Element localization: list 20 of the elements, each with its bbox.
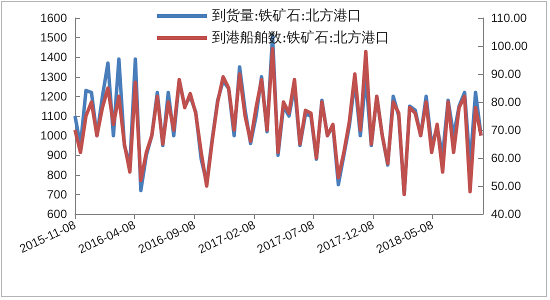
y2-tick-label: 90.00: [491, 67, 522, 81]
y-tick-label: 1000: [40, 128, 68, 143]
y-tick-label: 1100: [41, 109, 68, 123]
y-tick-label: 800: [46, 168, 68, 182]
y-tick-label: 1600: [40, 11, 68, 25]
y-tick-label: 900: [46, 148, 68, 162]
y2-tick-label: 60.00: [491, 151, 522, 165]
y2-tick-label: 50.00: [491, 179, 522, 193]
legend-label: 到货量:铁矿石:北方港口: [212, 8, 362, 24]
y2-tick-label: 80.00: [491, 95, 522, 109]
y-tick-label: 1400: [40, 50, 68, 64]
y2-tick-label: 100.00: [491, 39, 528, 53]
y2-tick-label: 110.00: [491, 11, 528, 25]
y-tick-label: 1200: [40, 89, 68, 104]
y-tick-label: 600: [46, 207, 68, 221]
y2-tick-label: 40.00: [491, 207, 522, 221]
y-tick-label: 1300: [40, 70, 68, 84]
y2-tick-label: 70.00: [491, 123, 522, 137]
y-tick-label: 1500: [40, 30, 68, 45]
y-tick-label: 700: [46, 187, 68, 202]
